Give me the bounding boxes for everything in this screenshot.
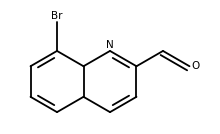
Text: N: N — [106, 40, 114, 50]
Text: Br: Br — [51, 11, 63, 21]
Text: O: O — [192, 61, 200, 71]
